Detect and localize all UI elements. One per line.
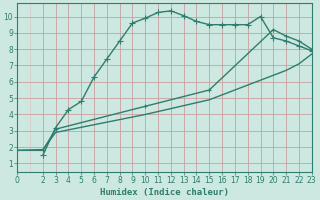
X-axis label: Humidex (Indice chaleur): Humidex (Indice chaleur): [100, 188, 229, 197]
